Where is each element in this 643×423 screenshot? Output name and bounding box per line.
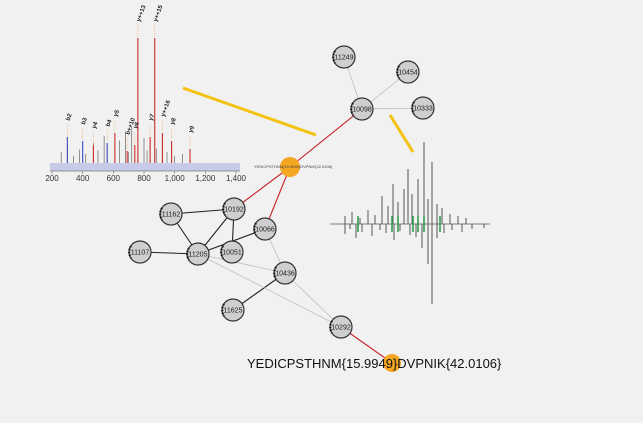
node-ring-marker bbox=[128, 245, 132, 259]
spectrum-x-ticks: 200 400 600 800 1,000 1,200 1,400 bbox=[45, 171, 247, 183]
node-label: 10454 bbox=[398, 70, 418, 77]
node-label: 10333 bbox=[413, 106, 433, 113]
spectrum-fragment-label: y8 bbox=[170, 117, 178, 126]
spectrum-fragment-label: y5 bbox=[113, 109, 121, 118]
peptide-node[interactable] bbox=[383, 354, 401, 372]
node-label: 10051 bbox=[222, 250, 242, 257]
mirror-peaks bbox=[344, 142, 485, 304]
network-node[interactable]: 10192 bbox=[222, 197, 246, 221]
spectrum-fragment-label: y++16 bbox=[161, 99, 173, 118]
spectrum-axis-band bbox=[50, 163, 240, 171]
network-edges bbox=[139, 56, 424, 364]
node-label: 11162 bbox=[162, 212, 181, 219]
spectrum-tick-label: 1,200 bbox=[195, 174, 216, 183]
node-ring-marker bbox=[220, 245, 224, 259]
peptide-node-label-large: YEDICPSTHNM{15.9949}DVPNIK{42.0106} bbox=[247, 356, 502, 371]
network-edge bbox=[233, 166, 291, 210]
network-edge bbox=[289, 108, 363, 168]
node-ring-marker bbox=[396, 65, 400, 79]
spectrum-fragment-label: y6 bbox=[133, 121, 141, 130]
node-ring-marker bbox=[332, 50, 336, 64]
spectrum-fragment-label: b3 bbox=[81, 116, 89, 125]
node-label: 11205 bbox=[189, 252, 208, 259]
node-label: 10292 bbox=[331, 325, 351, 332]
spectrum-fragment-label: y++15 bbox=[153, 4, 165, 23]
spectrum-fragment-label: y++13 bbox=[136, 4, 148, 23]
network-node[interactable]: 10454 bbox=[396, 60, 420, 84]
network-node[interactable]: 11625 bbox=[221, 298, 245, 322]
spectrum-fragment-label: b++10 bbox=[125, 117, 137, 136]
node-ring-marker bbox=[186, 247, 190, 261]
highlight-line-left bbox=[182, 86, 317, 137]
network-node[interactable]: 11162 bbox=[159, 202, 183, 226]
node-ring-marker bbox=[273, 266, 277, 280]
spectrum-fragment-label: y4 bbox=[92, 121, 100, 130]
spectrum-fragment-label: b4 bbox=[105, 118, 113, 127]
network-node[interactable]: 10333 bbox=[411, 96, 435, 120]
spectrum-tick-label: 400 bbox=[76, 174, 90, 183]
spectrum-peaks bbox=[60, 38, 191, 163]
spectrum-fragment-label: y9 bbox=[188, 125, 196, 134]
network-nodes: 11249 10454 10098 10333 11162 10192 10066 11107… bbox=[128, 45, 435, 372]
network-edge bbox=[284, 272, 342, 328]
network-node[interactable]: 11205 bbox=[186, 242, 210, 266]
node-ring-marker bbox=[159, 207, 163, 221]
node-label: 10436 bbox=[275, 271, 295, 278]
spectrum-tick-label: 1,400 bbox=[226, 174, 247, 183]
peptide-node-label-small: YEDICPSTHNM{15.9949}DVPNIK{42.0106} bbox=[254, 164, 333, 169]
spectrum-tick-label: 600 bbox=[107, 174, 121, 183]
node-label: 11107 bbox=[131, 250, 150, 257]
network-node[interactable]: 10436 bbox=[273, 261, 297, 285]
network-node[interactable]: 10051 bbox=[220, 240, 244, 264]
spectrum-fragment-label: y7 bbox=[148, 113, 156, 122]
node-label: 10066 bbox=[255, 227, 275, 234]
node-ring-marker bbox=[253, 222, 257, 236]
node-ring-marker bbox=[350, 102, 354, 116]
network-edge bbox=[197, 253, 342, 328]
spectrum-tick-label: 200 bbox=[45, 174, 59, 183]
spectrum-tick-label: 1,000 bbox=[165, 174, 186, 183]
peptide-node[interactable] bbox=[280, 157, 300, 177]
spectrum-fragment-label: b2 bbox=[66, 112, 74, 121]
network-node[interactable]: 10292 bbox=[329, 315, 353, 339]
node-ring-marker bbox=[411, 101, 415, 115]
node-label: 10098 bbox=[352, 107, 372, 114]
mirror-plot-panel bbox=[330, 142, 490, 304]
network-node[interactable]: 10066 bbox=[253, 217, 277, 241]
highlight-line-right bbox=[388, 114, 415, 153]
network-edge bbox=[197, 253, 286, 274]
network-node[interactable]: 11249 bbox=[332, 45, 356, 69]
node-ring-marker bbox=[329, 320, 333, 334]
node-label: 11249 bbox=[335, 55, 354, 62]
node-ring-marker bbox=[221, 303, 225, 317]
node-ring-marker bbox=[222, 202, 226, 216]
network-node[interactable]: 10098 bbox=[350, 97, 374, 121]
spectrum-tick-label: 800 bbox=[137, 174, 151, 183]
node-label: 10192 bbox=[224, 207, 244, 214]
network-node[interactable]: 11107 bbox=[128, 240, 152, 264]
node-label: 11625 bbox=[224, 308, 243, 315]
